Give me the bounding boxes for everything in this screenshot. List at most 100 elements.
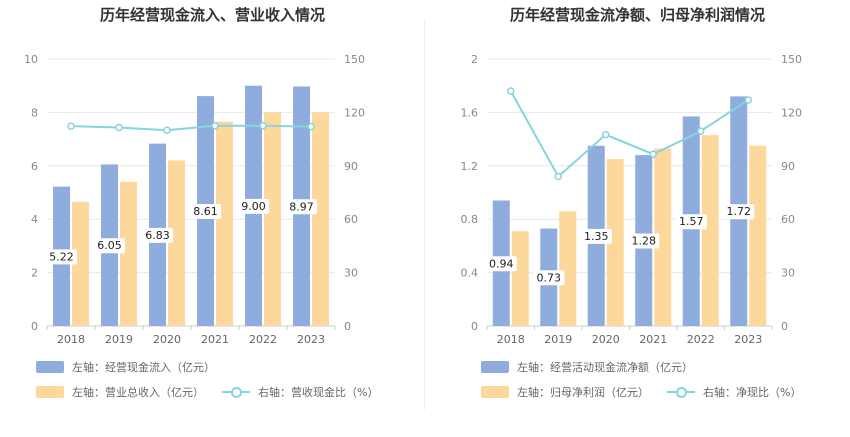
- data-label: 0.73: [537, 271, 562, 284]
- data-label: 9.00: [241, 200, 266, 213]
- legend-item-net-ratio[interactable]: 右轴：净现比（%）: [667, 384, 801, 400]
- line-point: [307, 122, 315, 131]
- line-point: [554, 172, 562, 181]
- chart-title: 历年经营现金流入、营业收入情况: [99, 6, 325, 24]
- line-point: [211, 122, 219, 130]
- line-point: [163, 126, 171, 134]
- line-point: [744, 96, 752, 104]
- bar: [312, 112, 329, 327]
- y-left-tick-label: 6: [31, 160, 38, 173]
- x-tick-label: 2021: [201, 333, 229, 346]
- chart-title: 历年经营现金流净额、归母净利润情况: [509, 6, 765, 24]
- line-point: [507, 87, 515, 95]
- y-right-tick-label: 60: [781, 213, 795, 226]
- bar: [654, 148, 672, 326]
- data-label: 6.83: [145, 229, 170, 242]
- bar: [216, 121, 233, 327]
- x-tick-label: 2020: [592, 333, 620, 346]
- y-left-tick-label: 8: [31, 106, 38, 119]
- y-right-tick-label: 150: [781, 53, 802, 66]
- y-left-tick-label: 0: [31, 320, 38, 333]
- bar: [559, 211, 577, 326]
- legend-label: 左轴：营业总收入（亿元）: [72, 386, 204, 399]
- line-point: [259, 122, 267, 130]
- line-point: [697, 127, 705, 135]
- data-label: 1.28: [632, 235, 657, 248]
- y-right-tick-label: 30: [781, 267, 795, 280]
- data-label: 8.97: [289, 200, 314, 213]
- data-label-bg: [237, 198, 270, 214]
- legend-item-net-cash-flow[interactable]: 左轴：经营活动现金流净额（亿元）: [481, 359, 693, 375]
- line-point: [67, 122, 75, 130]
- x-tick-label: 2020: [153, 333, 181, 346]
- data-label-bg: [93, 238, 126, 254]
- data-label-bg: [285, 199, 318, 215]
- y-right-tick-label: 0: [344, 320, 351, 333]
- y-left-tick-label: 1.6: [461, 106, 479, 119]
- legend-item-revenue[interactable]: 左轴：营业总收入（亿元）: [36, 384, 204, 400]
- y-left-tick-label: 1.2: [461, 160, 479, 173]
- x-tick-label: 2023: [734, 333, 762, 346]
- y-left-tick-label: 0.8: [461, 213, 479, 226]
- bar: [606, 159, 624, 326]
- legend-swatch: [36, 361, 64, 373]
- data-label: 1.57: [679, 215, 704, 228]
- y-right-tick-label: 120: [781, 106, 802, 119]
- data-label: 0.94: [489, 257, 514, 270]
- left-chart-svg: 0 2 4 6 8 10 0 30 60 90 120 150 2018 5.22 2019 6.05 2020…: [24, 53, 365, 346]
- y-right-tick-label: 60: [344, 213, 358, 226]
- legend-label: 左轴：经营活动现金流净额（亿元）: [517, 361, 693, 374]
- y-left-tick-label: 0: [471, 320, 478, 333]
- series-line: [70, 124, 312, 132]
- legend-swatch: [481, 386, 509, 398]
- data-label-bg: [675, 214, 707, 230]
- data-label-bg: [189, 204, 222, 220]
- bar: [264, 112, 281, 327]
- y-left-tick-label: 4: [31, 213, 38, 226]
- line-point: [602, 130, 610, 139]
- legend-line-icon: [222, 386, 250, 398]
- y-right-tick-label: 30: [344, 267, 358, 280]
- y-right-tick-label: 90: [344, 160, 358, 173]
- data-label: 8.61: [193, 205, 218, 218]
- data-label-bg: [723, 204, 755, 220]
- x-tick-label: 2022: [687, 333, 715, 346]
- y-right-tick-label: 120: [344, 106, 365, 119]
- bar: [72, 201, 89, 326]
- right-chart-panel: 历年经营现金流净额、归母净利润情况 0 0.4 0.8 1.2 1.6 2 0 30 60 90 1…: [425, 0, 850, 437]
- y-right-tick-label: 0: [781, 320, 788, 333]
- left-chart-panel: 历年经营现金流入、营业收入情况 0 2 4 6 8 10 0 30 60 90 120 150 2018…: [24, 6, 378, 400]
- legend-label: 左轴：经营现金流入（亿元）: [72, 361, 215, 374]
- x-tick-label: 2023: [297, 333, 325, 346]
- bar: [120, 181, 137, 326]
- legend-label: 右轴：营收现金比（%）: [258, 386, 379, 399]
- legend-line-icon: [667, 386, 695, 398]
- data-label-bg: [580, 228, 612, 244]
- legend-item-ratio[interactable]: 右轴：营收现金比（%）: [222, 384, 378, 400]
- y-left-tick-label: 2: [471, 53, 478, 66]
- legend-label: 左轴：归母净利润（亿元）: [517, 386, 649, 399]
- panel-divider: [424, 20, 425, 410]
- bar: [749, 145, 767, 326]
- x-tick-label: 2019: [105, 333, 133, 346]
- bar: [168, 160, 185, 326]
- y-left-tick-label: 0.4: [461, 267, 479, 280]
- x-tick-label: 2021: [639, 333, 667, 346]
- data-label-bg: [45, 249, 78, 265]
- y-left-tick-label: 2: [31, 267, 38, 280]
- x-tick-label: 2018: [497, 333, 525, 346]
- y-right-tick-label: 90: [781, 160, 795, 173]
- legend-swatch: [481, 361, 509, 373]
- legend-item-net-profit[interactable]: 左轴：归母净利润（亿元）: [481, 384, 649, 400]
- data-label-bg: [485, 256, 517, 272]
- line-point: [649, 150, 657, 158]
- data-label: 5.22: [49, 250, 74, 263]
- bar: [701, 135, 719, 326]
- legend-item-cash-inflow[interactable]: 左轴：经营现金流入（亿元）: [36, 359, 215, 375]
- data-label-bg: [141, 227, 174, 243]
- x-tick-label: 2019: [544, 333, 572, 346]
- bar: [511, 231, 529, 326]
- y-left-tick-label: 10: [24, 53, 38, 66]
- y-right-tick-label: 150: [344, 53, 365, 66]
- right-chart-svg: 0 0.4 0.8 1.2 1.6 2 0 30 60 90 120 150 2018 0.94 2019 0…: [461, 53, 803, 346]
